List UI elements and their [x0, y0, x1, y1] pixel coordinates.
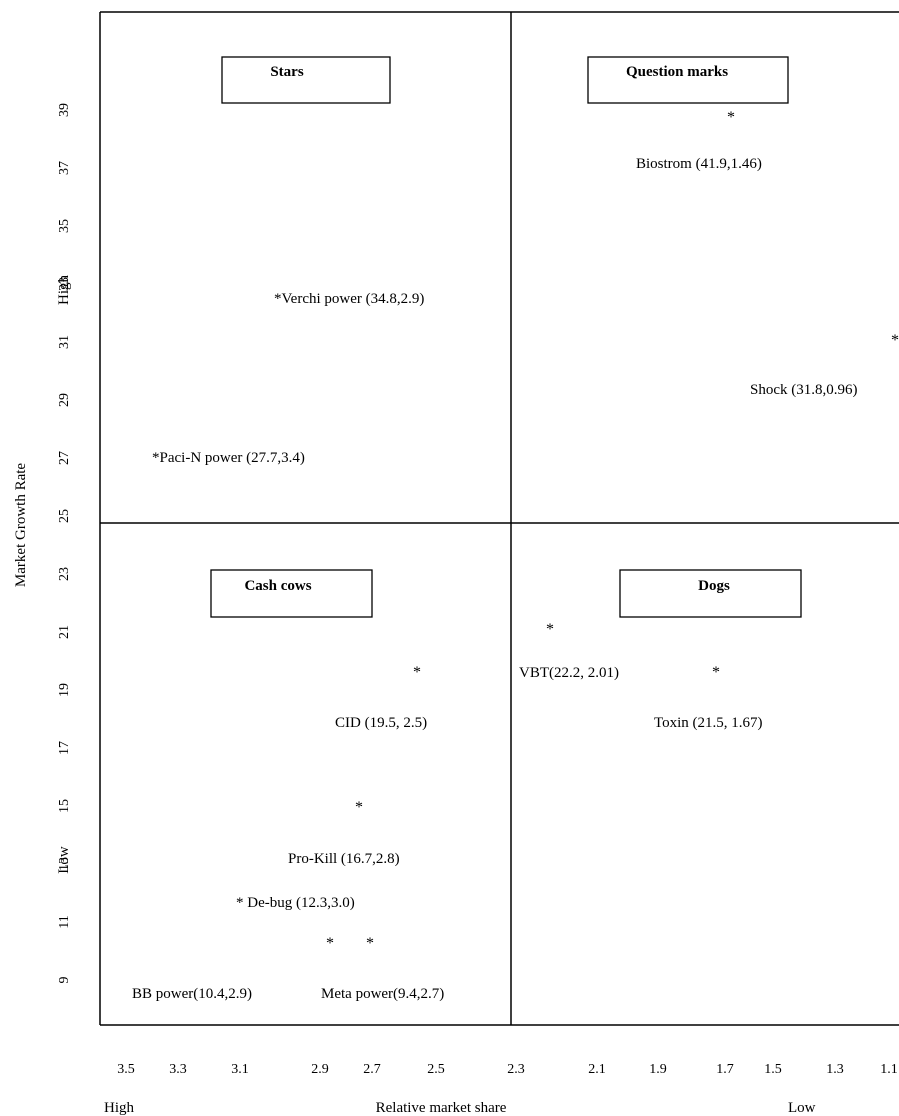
quadrant-cash-cows-box: [210, 569, 373, 618]
data-point-marker: *: [152, 450, 160, 466]
quadrant-question-marks: Question marks: [587, 56, 789, 104]
data-point-marker: *: [413, 664, 421, 681]
data-point-label: Biostrom (41.9,1.46): [636, 156, 762, 172]
quadrant-dogs-box: [619, 569, 802, 618]
x-axis-low-label: Low: [788, 1100, 816, 1116]
data-point-marker: *: [712, 664, 720, 681]
y-tick-label: 21: [57, 625, 72, 639]
y-tick-label: 9: [57, 977, 72, 984]
data-point-label: * De-bug (12.3,3.0): [236, 895, 355, 911]
data-point: * Pro-Kill (16.7,2.8): [288, 799, 400, 867]
y-tick-label: 27: [57, 451, 72, 465]
data-point: * VBT(22.2, 2.01): [519, 621, 619, 681]
x-tick-label: 1.5: [764, 1062, 782, 1077]
data-point-marker: *: [236, 895, 247, 911]
y-tick-label: 29: [57, 393, 72, 407]
x-axis-label: Relative market share: [376, 1100, 507, 1116]
x-tick-label: 3.3: [169, 1062, 187, 1077]
data-point-marker: *: [727, 109, 735, 126]
y-tick-label: 33: [57, 277, 72, 291]
y-axis-high-label: High: [56, 275, 72, 306]
data-point: * Toxin (21.5, 1.67): [654, 664, 763, 731]
data-point: * CID (19.5, 2.5): [335, 664, 427, 731]
plot-frame: [99, 11, 899, 1026]
data-point-label: CID (19.5, 2.5): [335, 715, 427, 731]
y-tick-labels: 9 11 13 15 17 19 21 23 25 27 29 31 33 35 37 39: [57, 103, 72, 984]
quadrant-question-marks-label: Question marks: [626, 64, 728, 80]
data-point-marker: *: [891, 332, 899, 349]
data-point-label: VBT(22.2, 2.01): [519, 665, 619, 681]
x-tick-label: 2.5: [427, 1062, 445, 1077]
quadrant-cash-cows: Cash cows: [210, 569, 373, 618]
data-point: * Meta power(9.4,2.7): [321, 935, 444, 1002]
data-point: *Verchi power (34.8,2.9): [274, 291, 424, 307]
y-tick-label: 19: [57, 683, 72, 697]
x-tick-label: 1.3: [826, 1062, 844, 1077]
x-tick-label: 1.9: [649, 1062, 667, 1077]
y-tick-label: 25: [57, 509, 72, 523]
data-point: * De-bug (12.3,3.0): [236, 895, 355, 911]
quadrant-cash-cows-label: Cash cows: [244, 578, 311, 594]
quadrant-stars-label: Stars: [270, 64, 303, 80]
y-axis-low-label: Low: [56, 846, 72, 874]
x-tick-label: 2.1: [588, 1062, 606, 1077]
y-tick-label: 15: [57, 799, 72, 813]
y-tick-label: 17: [57, 741, 72, 755]
x-tick-label: 2.9: [311, 1062, 329, 1077]
data-points: *Biostrom (41.9,1.46)*Verchi power (34.8…: [132, 109, 899, 1002]
data-point-label: BB power(10.4,2.9): [132, 986, 252, 1002]
x-tick-label: 2.3: [507, 1062, 525, 1077]
x-tick-label: 3.1: [231, 1062, 249, 1077]
data-point-label-text: Verchi power (34.8,2.9): [282, 291, 425, 307]
y-tick-label: 23: [57, 567, 72, 581]
data-point-label: Shock (31.8,0.96): [750, 382, 858, 398]
quadrant-question-marks-box: [587, 56, 789, 104]
data-point-label-text: De-bug (12.3,3.0): [247, 895, 354, 911]
data-point: * BB power(10.4,2.9): [132, 935, 334, 1002]
x-tick-label: 2.7: [363, 1062, 381, 1077]
quadrant-stars: Stars: [221, 56, 391, 104]
data-point-marker: *: [326, 935, 334, 952]
quadrant-dogs-label: Dogs: [698, 578, 730, 594]
data-point-marker: *: [355, 799, 363, 816]
x-tick-labels: 3.5 3.3 3.1 2.9 2.7 2.5 2.3 2.1 1.9 1.7 1.5 1.3 1.1: [117, 1062, 898, 1077]
data-point-label-text: Paci-N power (27.7,3.4): [160, 450, 305, 466]
x-tick-label: 1.1: [880, 1062, 898, 1077]
y-axis-label: Market Growth Rate: [13, 463, 29, 587]
data-point-marker: *: [366, 935, 374, 952]
data-point-label: *Verchi power (34.8,2.9): [274, 291, 424, 307]
y-tick-label: 31: [57, 335, 72, 349]
quadrant-dogs: Dogs: [619, 569, 802, 618]
data-point-label: Pro-Kill (16.7,2.8): [288, 851, 400, 867]
data-point-label: *Paci-N power (27.7,3.4): [152, 450, 305, 466]
y-tick-label: 11: [57, 915, 72, 928]
y-tick-label: 37: [57, 161, 72, 175]
x-tick-label: 3.5: [117, 1062, 135, 1077]
data-point: * Biostrom (41.9,1.46): [636, 109, 762, 172]
x-tick-label: 1.7: [716, 1062, 734, 1077]
y-tick-label: 35: [57, 219, 72, 233]
data-point-marker: *: [274, 291, 282, 307]
quadrant-stars-box: [221, 56, 391, 104]
data-point-label: Meta power(9.4,2.7): [321, 986, 444, 1002]
x-axis-high-label: High: [104, 1100, 135, 1116]
y-tick-label: 13: [57, 857, 72, 871]
data-point: * Shock (31.8,0.96): [750, 332, 899, 398]
data-point: *Paci-N power (27.7,3.4): [152, 450, 305, 466]
data-point-marker: *: [546, 621, 554, 638]
y-tick-label: 39: [57, 103, 72, 117]
data-point-label: Toxin (21.5, 1.67): [654, 715, 763, 731]
